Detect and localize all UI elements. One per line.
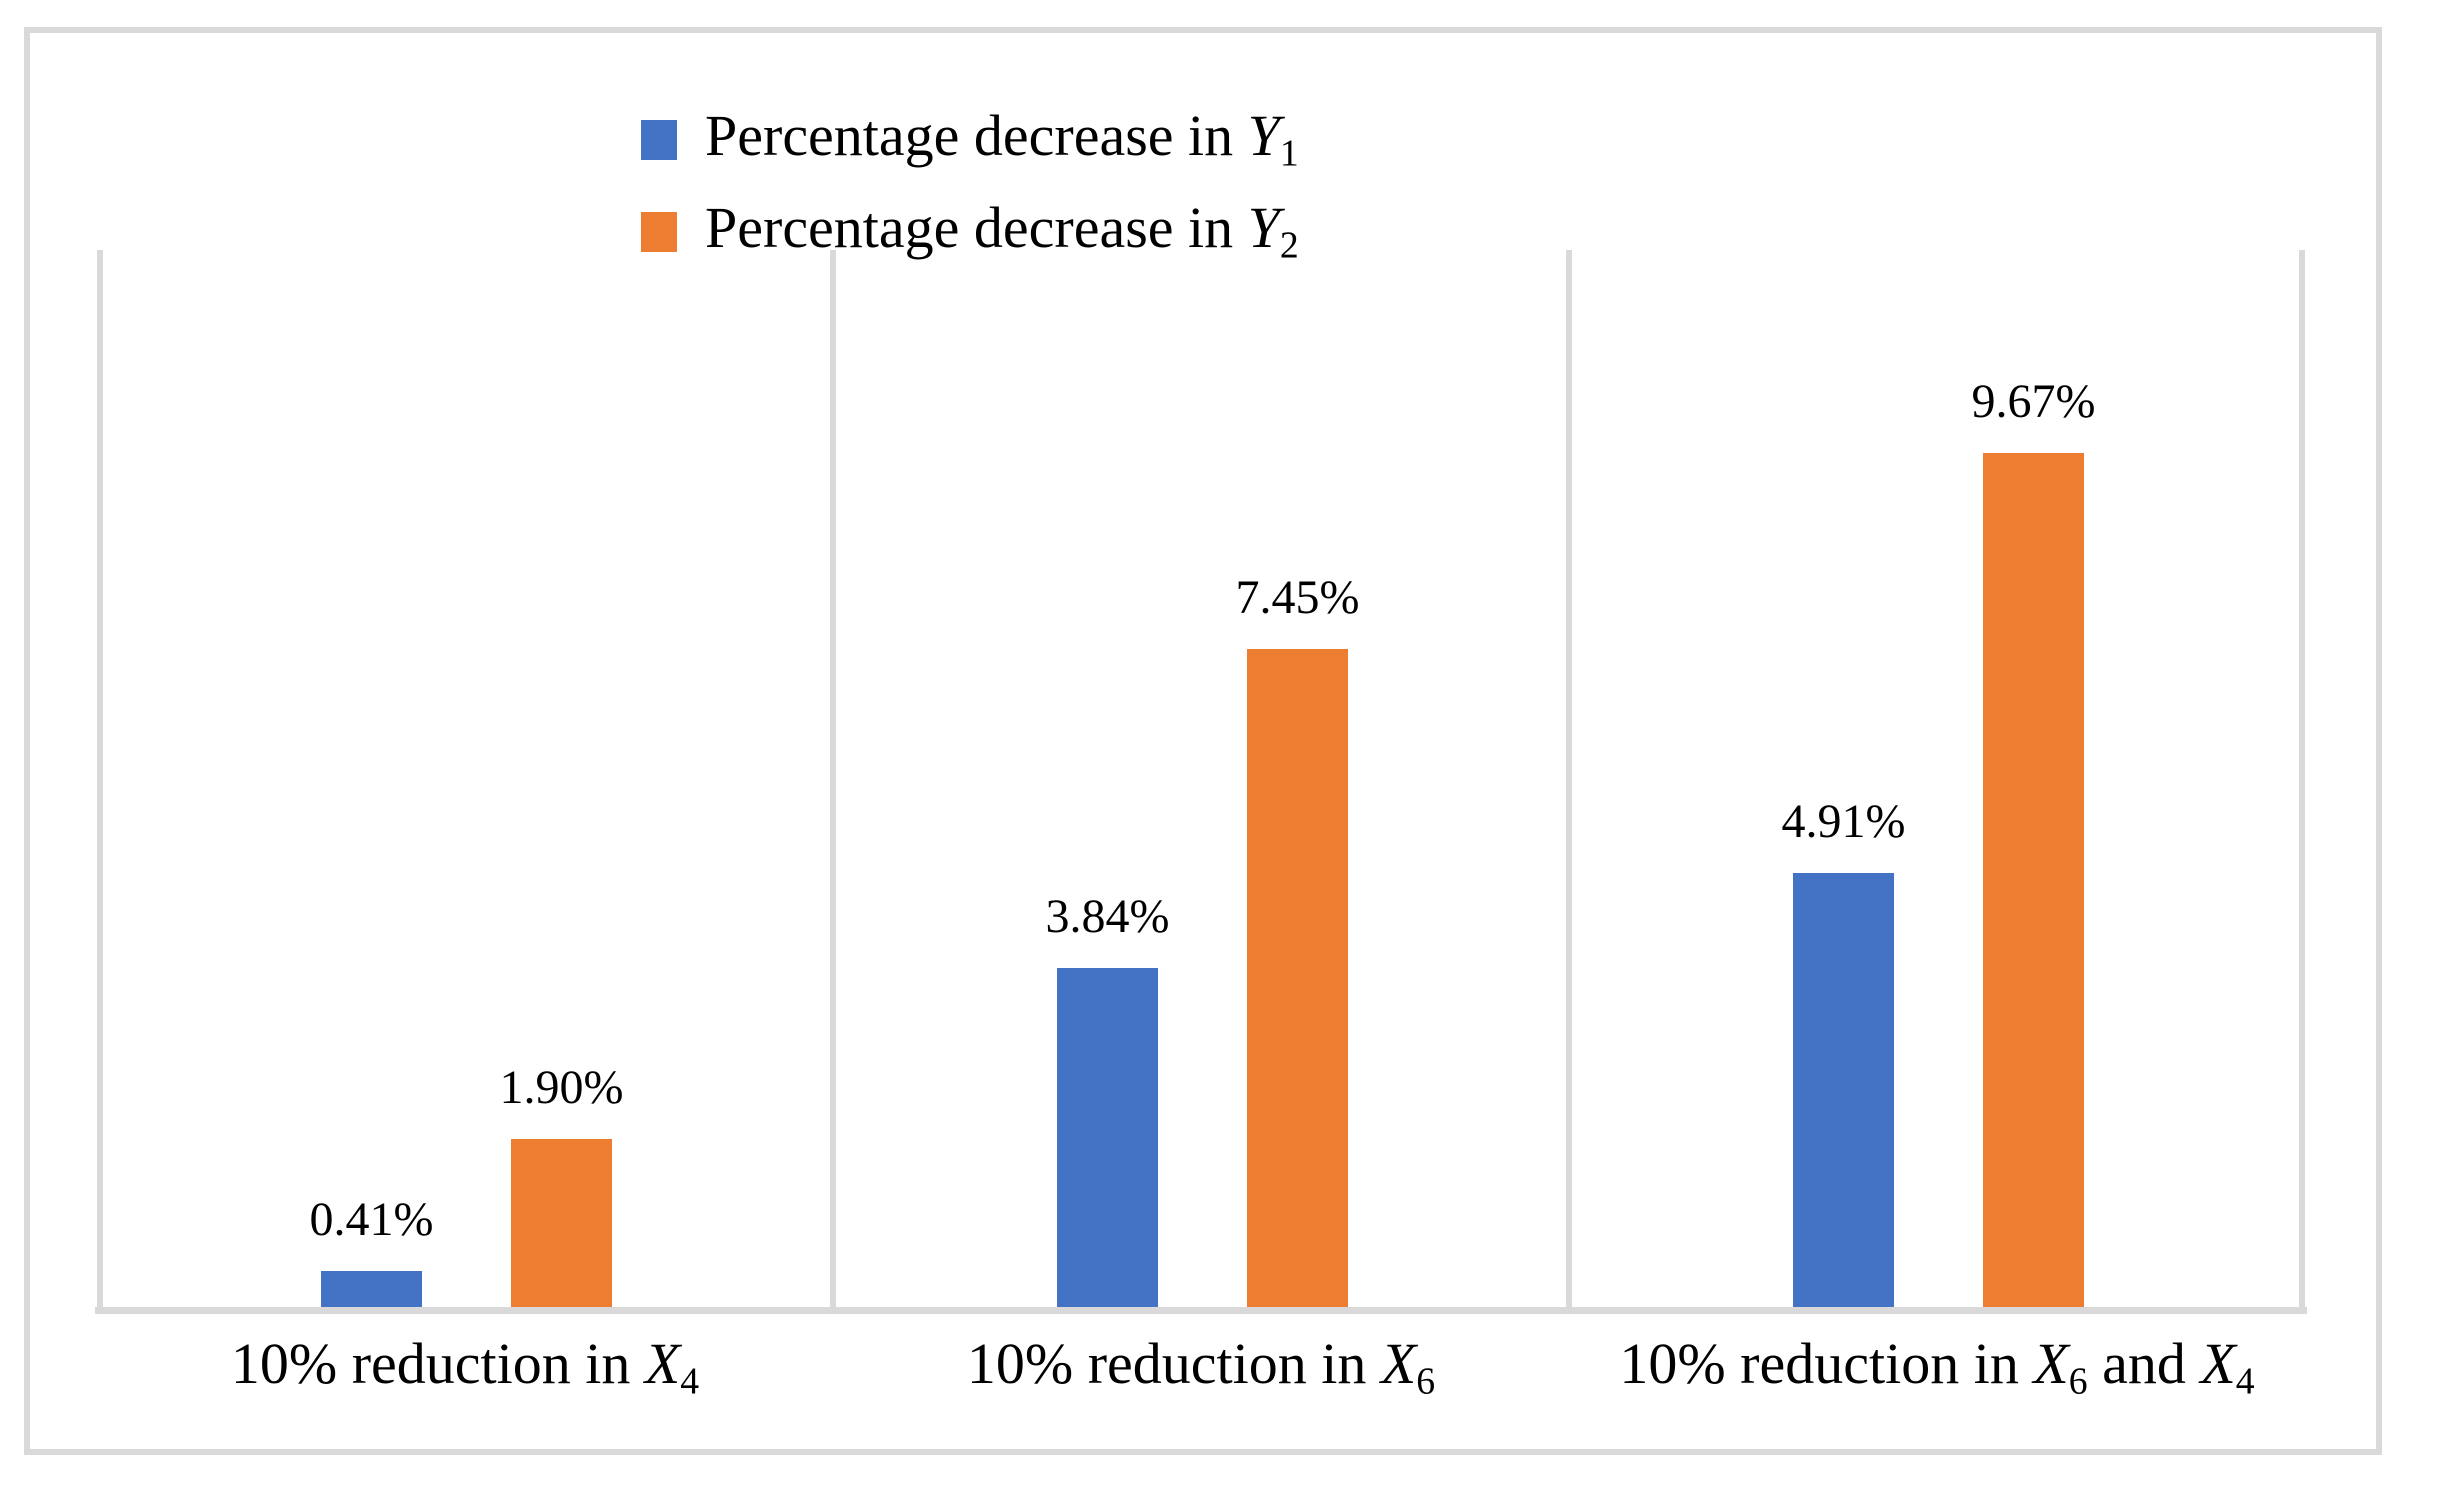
bar-series2-cat2 — [1247, 648, 1348, 1307]
bar-series2-cat1 — [511, 1139, 612, 1307]
data-label: 0.41% — [309, 1192, 434, 1246]
data-label: 9.67% — [1971, 374, 2096, 428]
data-label: 4.91% — [1781, 795, 1906, 849]
bar-series2-cat3 — [1983, 452, 2084, 1307]
vertical-gridline — [2299, 250, 2305, 1310]
vertical-gridline — [97, 250, 103, 1310]
vertical-gridline — [1566, 250, 1572, 1310]
legend-swatch-icon — [641, 212, 677, 252]
bar-series1-cat1 — [321, 1270, 422, 1307]
data-label: 1.90% — [499, 1060, 624, 1114]
plot-area: 0.41% 1.90% 10% reduction in X4 3.84% 7.45% 1… — [95, 250, 2307, 1402]
x-axis-line — [95, 1307, 2307, 1314]
bar-series1-cat3 — [1793, 873, 1894, 1307]
category-label: 10% reduction in X6 — [966, 1331, 1436, 1403]
vertical-gridline — [830, 250, 836, 1310]
category-label: 10% reduction in X4 — [230, 1331, 700, 1403]
legend-item: Percentage decrease in Y2 — [641, 186, 1299, 278]
legend-label: Percentage decrease in Y1 — [705, 102, 1299, 175]
legend-label: Percentage decrease in Y2 — [705, 194, 1299, 267]
legend-item: Percentage decrease in Y1 — [641, 94, 1299, 186]
data-label: 7.45% — [1235, 570, 1360, 624]
bar-series1-cat2 — [1057, 967, 1158, 1307]
category-label: 10% reduction in X6 and X4 — [1619, 1331, 2255, 1403]
data-label: 3.84% — [1045, 889, 1170, 943]
legend-swatch-icon — [641, 120, 677, 160]
chart-legend: Percentage decrease in Y1 Percentage decr… — [641, 94, 1299, 278]
